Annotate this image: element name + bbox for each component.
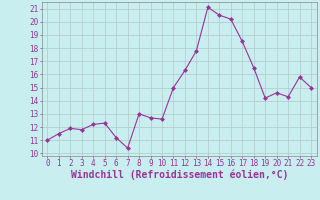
X-axis label: Windchill (Refroidissement éolien,°C): Windchill (Refroidissement éolien,°C) — [70, 169, 288, 180]
